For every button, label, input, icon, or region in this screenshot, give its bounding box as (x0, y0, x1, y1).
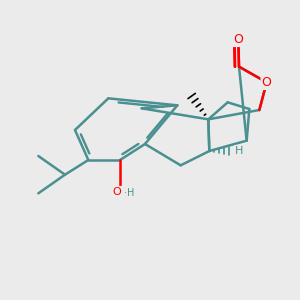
Text: O: O (112, 187, 122, 197)
Text: ·H: ·H (124, 188, 134, 199)
Text: O: O (233, 33, 243, 46)
Text: O: O (262, 76, 272, 89)
Text: H: H (235, 146, 244, 156)
